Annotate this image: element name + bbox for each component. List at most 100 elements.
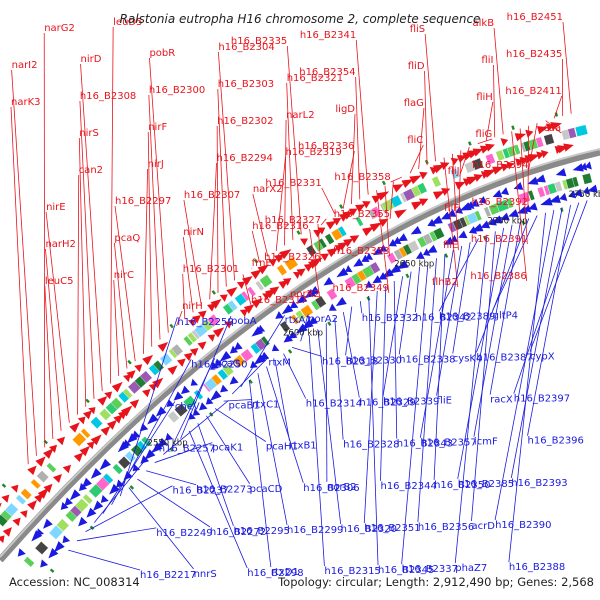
reverse-leader-line xyxy=(393,280,398,439)
reverse-gene-arrow xyxy=(257,324,266,332)
forward-gene-arrow xyxy=(27,500,38,511)
forward-gene-arrow xyxy=(207,334,216,342)
forward-gene-arrow xyxy=(536,126,549,135)
reverse-leader-line xyxy=(300,314,309,342)
feature-tick-mark xyxy=(521,220,526,225)
forward-gene-label: leuC5 xyxy=(45,276,74,287)
forward-gene-arrow xyxy=(378,218,389,227)
forward-gene-label: h16_B2411 xyxy=(505,86,561,97)
reverse-gene-label: gltP4 xyxy=(493,310,518,321)
forward-gene-arrow xyxy=(419,198,429,207)
reverse-gene-label: h16_B2356 xyxy=(418,522,474,533)
reverse-gene-arrow xyxy=(289,300,299,309)
forward-gene-arrow xyxy=(500,138,509,147)
reverse-gene-arrow xyxy=(410,225,422,235)
forward-gene-arrow xyxy=(282,278,292,286)
forward-gene-arrow xyxy=(88,407,96,415)
forward-gene-arrow xyxy=(43,448,54,459)
forward-gene-label: caa xyxy=(543,123,561,134)
reverse-leader-line xyxy=(308,335,325,567)
reverse-leader-line xyxy=(438,238,479,312)
forward-gene-label: narL2 xyxy=(286,110,315,121)
forward-gene-arrow xyxy=(120,405,133,417)
forward-gene-arrow xyxy=(97,395,108,406)
reverse-gene-label: h16_B2339 xyxy=(383,397,439,408)
forward-gene-label: h16_B2302 xyxy=(217,116,273,127)
forward-gene-arrow xyxy=(239,309,248,317)
reverse-leader-line xyxy=(119,317,178,497)
reverse-gene-label: h16_B2315 xyxy=(324,566,380,577)
gene-feature-block xyxy=(167,410,180,424)
reverse-gene-label: racX xyxy=(490,395,513,406)
forward-gene-label: fliJ xyxy=(448,166,460,177)
reverse-leader-line xyxy=(146,470,197,486)
reverse-gene-arrow xyxy=(361,254,370,262)
forward-gene-arrow xyxy=(100,426,111,436)
reverse-leader-line xyxy=(266,366,304,483)
forward-gene-label: ligD xyxy=(335,104,355,115)
gene-feature-block xyxy=(112,463,124,475)
reverse-leader-line xyxy=(417,258,437,523)
forward-gene-label: fliI xyxy=(481,55,493,66)
map-title: Ralstonia eutropha H16 chromosome 2, com… xyxy=(120,12,481,26)
forward-gene-arrow xyxy=(167,365,178,376)
reverse-gene-arrow xyxy=(335,296,347,307)
forward-gene-arrow xyxy=(53,473,62,484)
forward-gene-label: h16_B2392 xyxy=(472,197,528,208)
reverse-gene-label: rtxD1 xyxy=(271,567,299,578)
gene-feature-block xyxy=(432,227,445,240)
reverse-gene-arrow xyxy=(528,202,538,211)
gene-feature-block xyxy=(254,280,265,292)
scale-label: 2550 kbp xyxy=(148,439,188,449)
forward-leader-line xyxy=(477,138,493,144)
forward-gene-arrow xyxy=(224,321,233,329)
forward-gene-label: flhB2 xyxy=(432,277,458,288)
reverse-gene-arrow xyxy=(132,463,141,472)
reverse-gene-arrow xyxy=(40,559,49,568)
gene-feature-block xyxy=(232,354,247,368)
reverse-leader-line xyxy=(180,316,232,439)
forward-gene-arrow xyxy=(279,249,292,260)
reverse-gene-arrow xyxy=(295,323,308,334)
forward-gene-arrow xyxy=(337,241,348,251)
forward-leader-line xyxy=(309,229,321,300)
gene-feature-block xyxy=(474,210,483,222)
forward-leader-line xyxy=(459,146,470,177)
forward-gene-arrow xyxy=(236,281,246,290)
gene-feature-block xyxy=(543,133,555,146)
reverse-gene-label: h16_B2295 xyxy=(233,526,289,537)
reverse-leader-line xyxy=(436,245,463,396)
reverse-gene-arrow xyxy=(534,174,546,183)
forward-gene-arrow xyxy=(241,275,253,286)
reverse-gene-label: cheV xyxy=(175,401,200,412)
forward-gene-label: flaG xyxy=(404,98,424,109)
reverse-gene-label: h16_B2338 xyxy=(399,354,455,365)
reverse-leader-line xyxy=(342,311,360,398)
forward-gene-label: h16_B2326 xyxy=(264,252,320,263)
reverse-gene-arrow xyxy=(471,223,484,232)
forward-gene-arrow xyxy=(355,204,366,213)
forward-gene-arrow xyxy=(219,294,228,302)
gene-feature-block xyxy=(324,233,335,245)
forward-gene-arrow xyxy=(2,527,12,537)
forward-leader-line xyxy=(317,223,321,263)
forward-gene-arrow xyxy=(126,370,136,380)
forward-gene-label: fliG xyxy=(475,129,492,140)
reverse-gene-arrow xyxy=(572,163,584,172)
forward-gene-arrow xyxy=(343,238,354,248)
forward-gene-arrow xyxy=(257,264,269,275)
forward-gene-arrow xyxy=(432,164,446,174)
forward-gene-label: nirJ xyxy=(148,159,164,170)
forward-gene-label: narX2 xyxy=(253,184,283,195)
forward-leader-line xyxy=(286,82,294,240)
forward-gene-label: h16_B2317 xyxy=(251,295,307,306)
reverse-gene-arrow xyxy=(234,342,243,351)
reverse-leader-line xyxy=(454,234,488,564)
gene-feature-block xyxy=(102,472,114,485)
gene-feature-block xyxy=(276,264,288,277)
reverse-gene-label: h16_B2357 xyxy=(420,438,476,449)
feature-tick-mark xyxy=(129,485,135,490)
reverse-gene-arrow xyxy=(155,406,167,417)
gene-feature-block xyxy=(305,244,317,257)
forward-leader-line xyxy=(147,131,153,347)
